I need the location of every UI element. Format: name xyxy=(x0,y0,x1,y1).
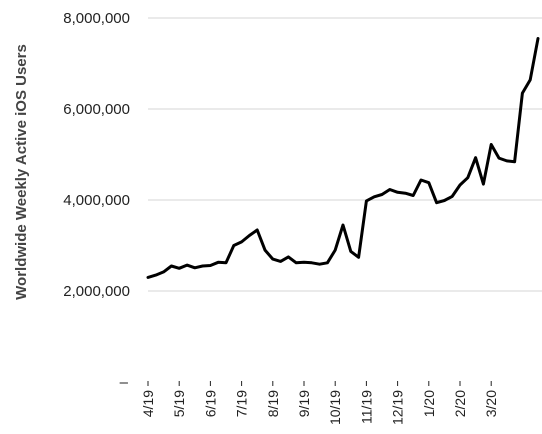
y-axis-label: Worldwide Weekly Active iOS Users xyxy=(13,44,30,300)
x-axis-ticks: 4/19 5/19 6/19 7/19 8/19 9/19 10/19 11/19 12/19 1… xyxy=(140,381,499,425)
x-tick-label-3: 7/19 xyxy=(234,390,250,417)
x-tick-label-10: 2/20 xyxy=(452,390,468,417)
series-line-0 xyxy=(146,37,540,279)
x-tick-label-1: 5/19 xyxy=(171,390,187,417)
x-tick-label-9: 1/20 xyxy=(421,390,437,417)
y-tick-label-3: 6,000,000 xyxy=(63,101,130,118)
y-tick-label-1: 2,000,000 xyxy=(63,283,130,300)
y-axis-ticks: – 2,000,000 4,000,000 6,000,000 8,000,000 xyxy=(63,10,130,391)
y-tick-label-4: 8,000,000 xyxy=(63,10,130,27)
y-tick-label-2: 4,000,000 xyxy=(63,192,130,209)
y-tick-label-0: – xyxy=(120,374,129,391)
x-tick-label-6: 10/19 xyxy=(327,390,343,425)
gridlines xyxy=(148,17,542,292)
x-tick-label-2: 6/19 xyxy=(202,390,218,417)
x-tick-label-5: 9/19 xyxy=(296,390,312,417)
x-tick-label-7: 11/19 xyxy=(358,390,374,424)
x-tick-label-8: 12/19 xyxy=(390,390,406,425)
series-group xyxy=(146,37,540,279)
x-tick-label-0: 4/19 xyxy=(140,390,156,417)
x-tick-label-4: 8/19 xyxy=(265,390,281,417)
x-tick-label-11: 3/20 xyxy=(483,390,499,417)
